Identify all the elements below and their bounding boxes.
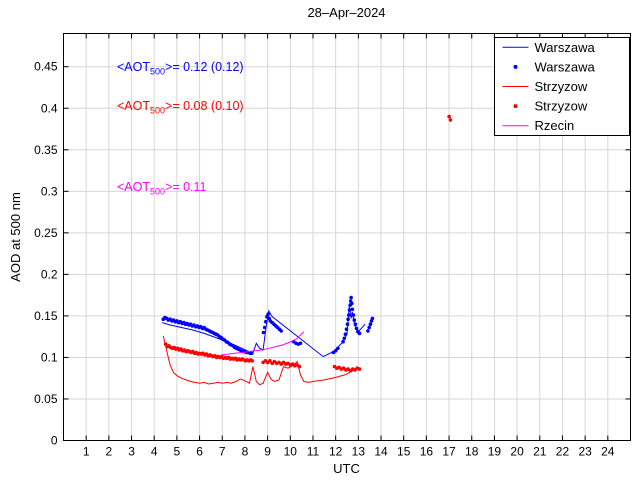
svg-text:3: 3	[128, 445, 135, 459]
svg-text:0: 0	[51, 434, 58, 448]
series-Warszawa-dots	[161, 295, 375, 356]
series-Strzyzow-dots	[163, 114, 453, 373]
grid	[63, 33, 631, 441]
svg-text:12: 12	[329, 445, 343, 459]
series-Rzecin-line	[221, 331, 305, 356]
svg-text:0.4: 0.4	[41, 101, 58, 115]
svg-text:7: 7	[219, 445, 226, 459]
series-Warszawa-line	[162, 305, 366, 358]
x-tick-labels: 1 2 3 4 5 6 7 8 9 10 11 12 13 14 15 16 17 18 19 20 21 22 23 24	[83, 445, 615, 459]
legend: Warszawa Warszawa Strzyzow Strzyzow Rzecin	[494, 37, 630, 136]
legend-label: Rzecin	[535, 118, 575, 133]
svg-text:15: 15	[397, 445, 411, 459]
svg-text:2: 2	[106, 445, 113, 459]
series-Strzyzow-line	[162, 335, 359, 386]
svg-text:1: 1	[83, 445, 90, 459]
annotation-warszawa-mean: <AOT500>= 0.12 (0.12)	[117, 60, 244, 77]
svg-text:0.35: 0.35	[34, 143, 58, 157]
legend-symbol-dot	[513, 104, 518, 109]
svg-text:0.05: 0.05	[34, 392, 58, 406]
svg-text:17: 17	[442, 445, 456, 459]
svg-text:4: 4	[151, 445, 158, 459]
svg-text:13: 13	[352, 445, 366, 459]
svg-text:16: 16	[420, 445, 434, 459]
svg-text:8: 8	[242, 445, 249, 459]
x-axis-label: UTC	[333, 461, 360, 476]
svg-text:0.15: 0.15	[34, 309, 58, 323]
svg-text:21: 21	[533, 445, 547, 459]
svg-text:0.2: 0.2	[41, 267, 58, 281]
legend-label: Warszawa	[535, 59, 596, 74]
svg-text:24: 24	[601, 445, 615, 459]
svg-text:11: 11	[307, 445, 320, 459]
svg-text:20: 20	[510, 445, 524, 459]
svg-text:0.3: 0.3	[41, 184, 58, 198]
y-tick-labels: 0 0.05 0.1 0.15 0.2 0.25 0.3 0.35 0.4 0.45	[34, 60, 58, 448]
svg-text:5: 5	[174, 445, 181, 459]
svg-text:10: 10	[284, 445, 298, 459]
svg-text:22: 22	[556, 445, 570, 459]
annotation-strzyzow-mean: <AOT500>= 0.08 (0.10)	[117, 99, 244, 116]
svg-text:9: 9	[264, 445, 271, 459]
svg-text:19: 19	[488, 445, 502, 459]
legend-label: Strzyzow	[535, 99, 588, 114]
svg-text:23: 23	[578, 445, 592, 459]
svg-text:14: 14	[374, 445, 388, 459]
legend-label: Strzyzow	[535, 79, 588, 94]
svg-text:6: 6	[196, 445, 203, 459]
y-axis-label: AOD at 500 nm	[8, 192, 23, 282]
svg-text:0.45: 0.45	[34, 60, 58, 74]
legend-label: Warszawa	[535, 40, 596, 55]
legend-symbol-dot	[513, 64, 518, 69]
plot-box	[63, 33, 631, 441]
svg-text:18: 18	[465, 445, 479, 459]
svg-text:0.25: 0.25	[34, 226, 58, 240]
annotation-rzecin-mean: <AOT500>= 0.11	[117, 180, 207, 197]
chart-title: 28–Apr–2024	[307, 5, 386, 20]
tick-marks	[63, 33, 631, 441]
svg-text:0.1: 0.1	[41, 350, 58, 364]
